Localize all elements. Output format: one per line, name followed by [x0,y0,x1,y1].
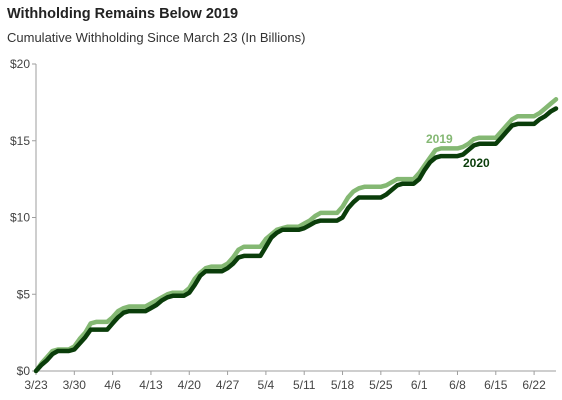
x-tick-label: 3/30 [63,378,87,392]
x-tick-label: 4/6 [104,378,121,392]
chart-title: Withholding Remains Below 2019 [7,6,239,22]
x-tick-label: 4/20 [178,378,202,392]
y-tick-label: $10 [10,211,30,225]
x-tick-label: 4/27 [216,378,240,392]
x-tick-label: 6/8 [449,378,466,392]
x-tick-label: 5/11 [293,378,316,392]
series-line-2020 [33,106,559,374]
series-label-2019: 2019 [426,132,453,146]
chart-subtitle: Cumulative Withholding Since March 23 (I… [7,30,306,45]
x-tick-label: 5/4 [258,378,275,392]
series-label-2020: 2020 [463,156,490,170]
x-tick-label: 6/15 [484,378,508,392]
x-tick-label: 4/13 [139,378,163,392]
x-tick-label: 5/25 [369,378,393,392]
y-tick-label: $15 [10,134,30,148]
y-tick-label: $0 [17,364,31,378]
series-line-2019 [33,97,559,374]
y-tick-label: $20 [10,57,30,71]
x-tick-label: 6/22 [522,378,546,392]
y-tick-label: $5 [17,287,31,301]
x-tick-label: 5/18 [331,378,355,392]
x-tick-label: 3/23 [24,378,48,392]
x-tick-label: 6/1 [411,378,428,392]
